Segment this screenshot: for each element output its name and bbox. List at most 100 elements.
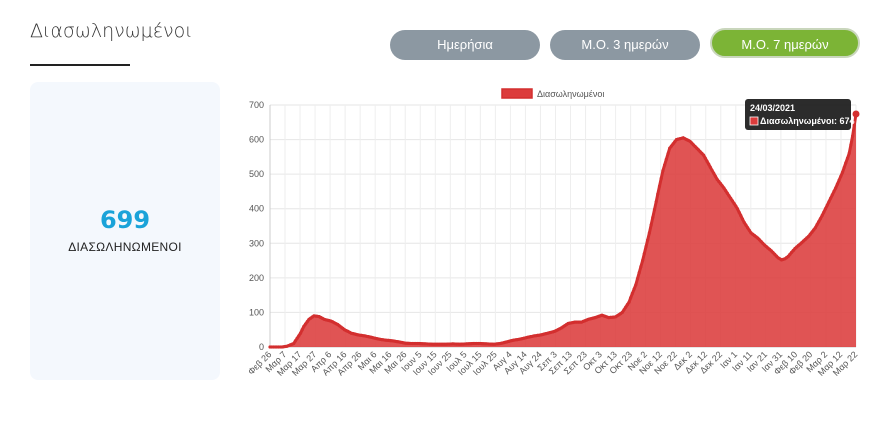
y-tick-label: 0	[259, 342, 264, 352]
tooltip-swatch	[749, 116, 759, 126]
data-point	[712, 171, 716, 175]
data-point	[815, 223, 819, 227]
data-point	[852, 123, 856, 127]
summary-value: 699	[99, 206, 151, 234]
data-point	[720, 184, 724, 188]
data-point	[810, 230, 814, 234]
data-point	[740, 217, 745, 221]
data-point	[298, 331, 303, 335]
data-point	[659, 176, 663, 181]
data-point	[671, 142, 675, 146]
data-point	[832, 189, 836, 193]
data-point	[722, 186, 726, 190]
page-title: Διασωληνωμένοι	[30, 20, 193, 42]
data-point	[708, 165, 712, 169]
data-point	[830, 193, 834, 197]
data-point	[293, 339, 297, 343]
data-point	[839, 174, 843, 178]
tooltip-box	[745, 99, 851, 130]
data-point	[635, 277, 640, 281]
data-point	[629, 296, 633, 300]
data-point	[727, 194, 731, 198]
data-point	[825, 203, 829, 207]
data-point	[849, 143, 853, 147]
data-point	[302, 324, 306, 328]
y-tick-label: 400	[249, 204, 264, 214]
data-point	[630, 291, 635, 295]
data-point	[666, 152, 670, 156]
data-point	[742, 220, 746, 225]
data-point	[744, 223, 748, 227]
data-point	[845, 156, 850, 160]
data-point	[823, 207, 828, 211]
data-point	[734, 204, 738, 208]
data-point	[822, 210, 826, 214]
data-point	[305, 320, 309, 324]
data-point	[725, 191, 729, 195]
data-point	[812, 228, 816, 232]
data-point	[705, 159, 709, 163]
avg-7-days-button[interactable]: Μ.Ο. 7 ημερών	[710, 28, 860, 58]
data-point	[807, 234, 811, 238]
data-point	[735, 207, 740, 211]
y-tick-label: 200	[249, 273, 264, 283]
data-point	[625, 303, 630, 307]
data-point	[715, 177, 719, 181]
data-point	[652, 208, 657, 212]
data-point	[818, 217, 823, 221]
data-point	[840, 170, 845, 174]
data-point	[632, 287, 636, 291]
data-point	[718, 182, 723, 186]
data-point	[646, 238, 650, 242]
data-point	[837, 178, 841, 182]
y-tick-label: 600	[249, 135, 264, 145]
data-point	[634, 283, 638, 287]
series-area	[270, 114, 856, 347]
data-point	[710, 168, 714, 172]
data-point	[663, 163, 667, 167]
data-point	[835, 182, 840, 186]
highlighted-point	[852, 110, 860, 118]
data-point	[851, 134, 855, 138]
data-point	[746, 226, 750, 230]
data-point	[732, 201, 736, 206]
data-point	[297, 334, 301, 338]
data-point	[739, 214, 743, 218]
data-point	[702, 153, 706, 157]
data-point	[295, 336, 299, 340]
data-point	[654, 200, 658, 204]
daily-button[interactable]: Ημερήσια	[390, 30, 540, 60]
data-point	[842, 166, 846, 170]
data-point	[827, 200, 831, 204]
y-tick-label: 700	[249, 100, 264, 110]
data-point	[737, 210, 741, 214]
data-point	[813, 226, 818, 230]
data-point	[664, 157, 668, 161]
data-point	[647, 231, 652, 235]
data-point	[300, 328, 304, 332]
data-point	[656, 192, 660, 196]
data-point	[641, 259, 645, 263]
data-point	[847, 151, 851, 155]
data-point	[642, 252, 646, 256]
data-point	[669, 144, 674, 148]
data-point	[820, 214, 824, 218]
data-point	[624, 305, 628, 309]
title-underline	[30, 64, 130, 66]
y-tick-label: 500	[249, 169, 264, 179]
data-point	[724, 189, 728, 193]
data-point	[304, 322, 308, 326]
data-point	[649, 223, 653, 227]
data-point	[657, 184, 662, 188]
legend-swatch	[501, 88, 533, 99]
data-point	[292, 341, 296, 346]
data-point	[639, 265, 643, 269]
data-point	[637, 271, 641, 275]
data-point	[729, 196, 733, 200]
y-tick-label: 300	[249, 238, 264, 248]
data-point	[829, 196, 833, 200]
avg-3-days-button[interactable]: Μ.Ο. 3 ημερών	[550, 30, 700, 60]
tooltip-value: Διασωληνωμένοι: 674	[760, 116, 854, 126]
data-point	[747, 228, 751, 232]
